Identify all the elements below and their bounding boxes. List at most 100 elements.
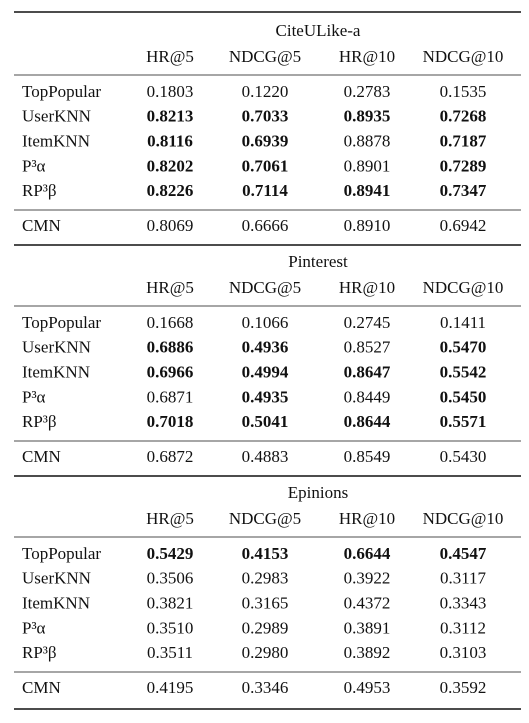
cell: 0.6871 (147, 387, 194, 406)
row-label: CMN (22, 678, 61, 697)
column-header: HR@5 (146, 278, 194, 297)
cell: 0.5430 (440, 447, 487, 466)
row-label: UserKNN (22, 107, 91, 126)
row-label: ItemKNN (22, 594, 90, 613)
column-header: HR@5 (146, 509, 194, 528)
cell: 0.3103 (440, 643, 487, 662)
cell: 0.4153 (242, 544, 289, 563)
cell: 0.3922 (344, 569, 391, 588)
cell: 0.3117 (440, 569, 487, 588)
cell: 0.8069 (147, 216, 194, 235)
cell: 0.1668 (147, 313, 194, 332)
cell: 0.8935 (344, 107, 391, 126)
cell: 0.7018 (147, 412, 194, 431)
section-title: Epinions (288, 483, 348, 502)
cell: 0.3892 (344, 643, 391, 662)
cell: 0.6644 (344, 544, 391, 563)
column-header: NDCG@5 (229, 278, 301, 297)
cell: 0.8901 (344, 156, 391, 175)
cell: 0.3821 (147, 594, 194, 613)
cell: 0.8116 (147, 132, 193, 151)
row-label: UserKNN (22, 569, 91, 588)
row-label: CMN (22, 216, 61, 235)
cell: 0.7289 (440, 156, 487, 175)
cell: 0.1535 (440, 82, 487, 101)
cell: 0.3891 (344, 618, 391, 637)
cell: 0.2989 (242, 618, 289, 637)
cell: 0.2783 (344, 82, 391, 101)
column-header: NDCG@10 (423, 47, 504, 66)
cell: 0.7187 (440, 132, 487, 151)
cell: 0.5470 (440, 338, 487, 357)
cell: 0.8213 (147, 107, 194, 126)
cell: 0.5429 (147, 544, 194, 563)
cell: 0.1066 (242, 313, 289, 332)
cell: 0.3592 (440, 678, 487, 697)
cell: 0.8449 (344, 387, 391, 406)
cell: 0.3510 (147, 618, 194, 637)
cell: 0.5571 (440, 412, 487, 431)
cell: 0.8549 (344, 447, 391, 466)
cell: 0.4883 (242, 447, 289, 466)
row-label: RP³β (22, 181, 57, 200)
cell: 0.5041 (242, 412, 289, 431)
column-header: NDCG@5 (229, 509, 301, 528)
row-label: TopPopular (22, 82, 101, 101)
row-label: P³α (22, 387, 46, 406)
cell: 0.8644 (344, 412, 391, 431)
row-label: RP³β (22, 643, 57, 662)
cell: 0.3346 (242, 678, 289, 697)
cell: 0.2983 (242, 569, 289, 588)
cell: 0.4953 (344, 678, 391, 697)
cell: 0.3112 (440, 618, 486, 637)
cell: 0.8226 (147, 181, 194, 200)
cell: 0.7061 (242, 156, 289, 175)
cell: 0.5450 (440, 387, 487, 406)
cell: 0.1411 (440, 313, 486, 332)
cell: 0.6886 (147, 338, 194, 357)
cell: 0.8527 (344, 338, 391, 357)
column-header: HR@10 (339, 509, 395, 528)
cell: 0.7114 (242, 181, 288, 200)
cell: 0.3511 (147, 643, 193, 662)
cell: 0.6942 (440, 216, 487, 235)
cell: 0.3506 (147, 569, 194, 588)
row-label: CMN (22, 447, 61, 466)
cell: 0.1803 (147, 82, 194, 101)
cell: 0.8202 (147, 156, 194, 175)
column-header: NDCG@10 (423, 278, 504, 297)
column-header: HR@10 (339, 47, 395, 66)
cell: 0.5542 (440, 363, 487, 382)
section-title: CiteULike-a (276, 21, 361, 40)
row-label: TopPopular (22, 544, 101, 563)
cell: 0.4936 (242, 338, 289, 357)
cell: 0.6939 (242, 132, 289, 151)
row-label: ItemKNN (22, 363, 90, 382)
column-header: HR@10 (339, 278, 395, 297)
cell: 0.4935 (242, 387, 289, 406)
cell: 0.2980 (242, 643, 289, 662)
cell: 0.6666 (242, 216, 289, 235)
cell: 0.7347 (440, 181, 487, 200)
cell: 0.8910 (344, 216, 391, 235)
row-label: ItemKNN (22, 132, 90, 151)
cell: 0.2745 (344, 313, 391, 332)
column-header: NDCG@10 (423, 509, 504, 528)
cell: 0.8941 (344, 181, 391, 200)
section-title: Pinterest (288, 252, 348, 271)
column-header: HR@5 (146, 47, 194, 66)
column-header: NDCG@5 (229, 47, 301, 66)
row-label: P³α (22, 156, 46, 175)
cell: 0.6872 (147, 447, 194, 466)
cell: 0.7268 (440, 107, 487, 126)
cell: 0.8878 (344, 132, 391, 151)
cell: 0.3165 (242, 594, 289, 613)
cell: 0.1220 (242, 82, 289, 101)
cell: 0.7033 (242, 107, 289, 126)
cell: 0.4547 (440, 544, 487, 563)
row-label: TopPopular (22, 313, 101, 332)
cell: 0.8647 (344, 363, 391, 382)
cell: 0.6966 (147, 363, 194, 382)
